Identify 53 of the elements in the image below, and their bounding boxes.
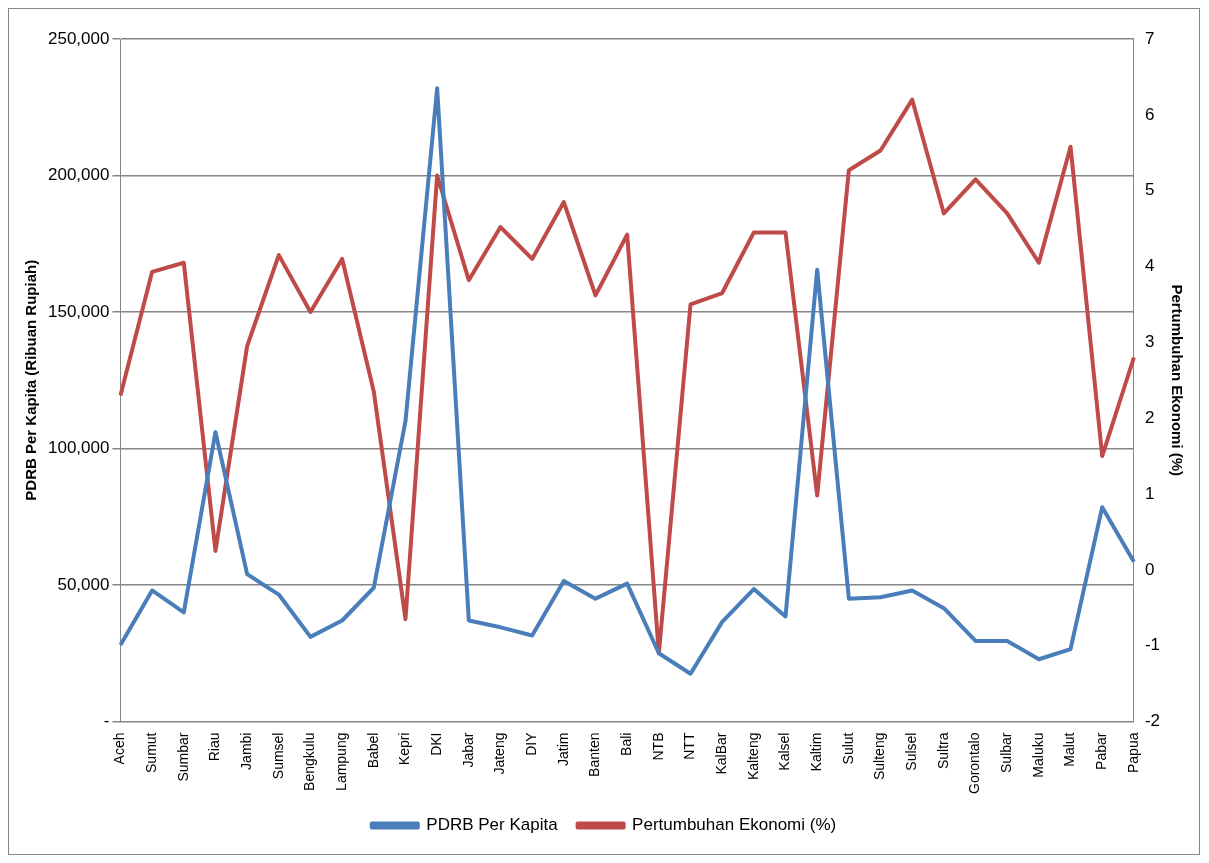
x-tick-label: Jabar [459,732,476,768]
x-tick-label: Kaltim [808,732,825,772]
x-tick-label: Kalsel [776,732,793,771]
x-tick-label: Gorontalo [966,732,983,794]
x-tick-label: Jateng [491,732,508,775]
y-tick-label: 200,000 [48,165,110,185]
y2-tick-label: -2 [1144,711,1161,731]
x-tick-label: Bali [618,732,635,756]
y-tick-label: 150,000 [48,301,110,321]
x-tick-label: Bengkulu [301,732,318,791]
x-tick-label: Banten [586,732,603,777]
y2-tick-label: 3 [1144,332,1155,352]
legend-label: Pertumbuhan Ekonomi (%) [632,815,837,835]
y-axis-title: PDRB Per Kapita (Ribuan Rupiah) [22,259,40,501]
y2-tick-label: 1 [1144,483,1155,503]
x-tick-label: Sumsel [269,732,286,780]
y-tick-label: 100,000 [48,438,110,458]
x-tick-label: Sulteng [871,732,888,780]
x-tick-label: Jatim [554,732,571,766]
x-tick-label: Kepri [396,732,413,766]
y2-tick-label: 7 [1144,28,1155,48]
x-tick-label: Sumbar [174,732,191,782]
x-tick-label: Sulut [839,732,856,765]
x-tick-label: NTT [681,732,698,760]
y2-axis-title: Pertumbuhan Ekonomi (%) [1168,284,1186,477]
x-tick-label: Babel [364,732,381,769]
y2-tick-label: 2 [1144,407,1155,427]
x-tick-label: DIY [523,731,540,756]
y2-tick-label: 6 [1144,104,1155,124]
x-tick-label: DKI [428,732,445,756]
y-tick-label: 250,000 [48,28,110,48]
x-tick-label: Malut [1061,732,1078,767]
x-tick-label: Lampung [333,732,349,791]
x-tick-label: Aceh [111,732,128,765]
x-tick-label: Maluku [1029,732,1046,778]
x-tick-label: Kalteng [744,732,761,780]
y2-tick-label: 0 [1144,559,1155,579]
legend-label: PDRB Per Kapita [426,815,559,835]
x-tick-label: Riau [206,732,223,762]
y2-tick-label: 4 [1144,256,1155,276]
x-tick-label: Sumut [142,732,159,773]
x-tick-label: Jambi [237,732,254,770]
x-tick-label: Sulbar [998,732,1015,773]
x-tick-label: Papua [1124,732,1141,773]
y2-tick-label: -1 [1144,635,1161,655]
x-tick-label: NTB [649,732,666,761]
x-tick-label: Sulsel [903,732,920,771]
y-tick-label: 50,000 [57,574,110,594]
x-tick-label: Pabar [1093,732,1110,770]
x-tick-label: KalBar [713,732,730,775]
y2-tick-label: 5 [1144,180,1155,200]
y-tick-label: - [103,711,110,731]
x-tick-label: Sultra [934,732,951,770]
